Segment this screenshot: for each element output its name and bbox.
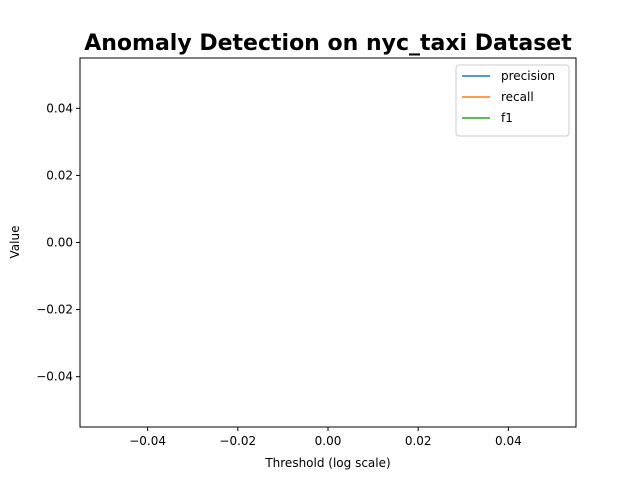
y-tick-label: 0.00 bbox=[46, 236, 73, 250]
x-axis-label: Threshold (log scale) bbox=[264, 456, 390, 470]
x-tick-label: −0.04 bbox=[129, 434, 166, 448]
y-tick-label: 0.02 bbox=[46, 168, 73, 182]
x-tick-label: −0.02 bbox=[219, 434, 256, 448]
plot-frame bbox=[79, 57, 577, 428]
legend: precision recall f1 bbox=[455, 64, 570, 137]
y-axis-ticks: −0.04 −0.02 0.00 0.02 0.04 bbox=[36, 101, 80, 384]
y-tick-label: −0.02 bbox=[36, 303, 73, 317]
x-axis-ticks: −0.04 −0.02 0.00 0.02 0.04 bbox=[129, 427, 522, 448]
legend-label-recall: recall bbox=[501, 90, 534, 104]
x-tick-label: 0.00 bbox=[315, 434, 342, 448]
legend-label-precision: precision bbox=[501, 69, 555, 83]
x-tick-label: 0.04 bbox=[495, 434, 522, 448]
y-tick-label: 0.04 bbox=[46, 101, 73, 115]
x-tick-label: 0.02 bbox=[405, 434, 432, 448]
legend-label-f1: f1 bbox=[501, 111, 513, 125]
chart-title: Anomaly Detection on nyc_taxi Dataset bbox=[84, 31, 572, 56]
y-tick-label: −0.04 bbox=[36, 370, 73, 384]
y-axis-label: Value bbox=[8, 226, 22, 259]
